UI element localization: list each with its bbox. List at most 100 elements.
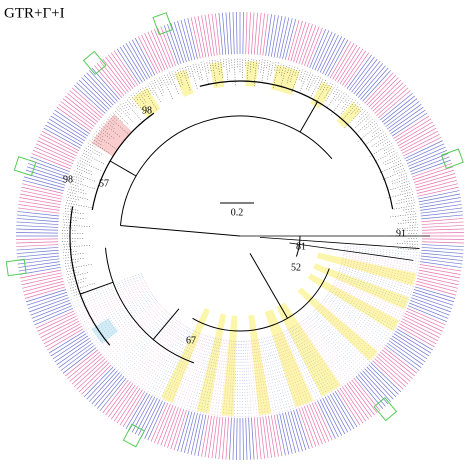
tip-label [366,74,397,106]
leader [159,330,194,400]
branch-tip [406,202,415,205]
leader [167,332,199,404]
tip-label [21,186,63,197]
branch-tip [70,282,96,292]
tip-label [34,146,74,165]
tip-label [421,214,464,220]
leader [283,331,316,402]
tip-label [355,376,384,409]
tip-label [58,342,93,368]
tip-label [25,169,67,183]
branch-tip [278,62,282,74]
tip-label [208,14,215,56]
branch-tip [382,154,399,164]
leader [189,336,211,411]
tip-label [383,98,418,125]
tip-label [22,179,64,192]
branch-tip [65,202,92,208]
tip-label [34,307,74,326]
tip-label [64,349,99,377]
branch-tip [383,147,395,155]
branch-tip [300,70,306,82]
tip-label [183,18,196,60]
branch-tip [158,77,164,86]
leader [252,340,264,417]
tip-label [381,349,416,377]
leader [191,337,213,412]
tip-label [108,54,134,89]
branch-tip [126,98,133,107]
leader [243,340,246,418]
tip-label [153,404,171,444]
branch-tip [253,58,258,87]
tip-label [270,415,279,457]
leader [308,315,359,375]
tip-label [45,325,83,348]
tip-label [128,41,151,79]
tip-label [48,118,86,142]
branch-tip [68,186,84,191]
tip-label [421,228,464,231]
tip-label [81,364,112,395]
tip-label [58,104,93,130]
branch [69,206,111,346]
branch-tip [391,178,409,185]
highlight [132,87,161,118]
tip-label [19,193,62,203]
tip-label [374,84,406,114]
leader [311,312,365,369]
tip-label [421,225,464,228]
tip-label [110,52,136,88]
leader [336,277,408,309]
highlight [91,114,133,157]
leader [79,284,148,322]
highlight [297,287,378,362]
leader [202,338,219,415]
tip-label [26,291,68,306]
tip-label [194,414,204,456]
tip-label [160,406,176,446]
tip-label [417,186,459,197]
branch-tip [206,61,210,74]
tip-label [16,244,59,247]
leader [144,325,186,392]
tip-label [201,415,210,457]
leader [248,340,255,418]
tip-label [222,417,227,460]
tip-label [304,26,320,66]
leader [338,272,411,301]
tip-label [134,37,156,76]
tip-label [37,313,76,332]
tip-label [94,65,123,98]
tip-label [419,200,462,208]
tip-label [24,286,66,299]
leader [304,318,352,380]
leader [154,328,192,397]
branch-tip [409,246,418,248]
branch-tip [334,90,343,101]
leader [319,304,379,355]
tip-label [419,197,461,206]
tip-label [421,252,464,258]
branch-tip [399,186,412,190]
tip-label [295,408,310,450]
tip-label [353,60,381,95]
branch-tip [406,210,417,213]
leader [338,271,412,298]
tip-label [47,121,84,144]
branch-tip [195,63,201,80]
leader [80,286,149,324]
tip-label [45,124,83,147]
tip-label [418,272,460,282]
branch [119,115,333,226]
branch-tip [66,196,80,201]
tip-label [416,179,458,192]
leader [293,326,333,393]
tip-label [282,18,293,60]
highlight [196,313,227,414]
branch-tip [397,248,418,251]
branch-tip [393,167,405,173]
tip-label [99,60,127,95]
tip-label [408,305,448,323]
leader [251,340,261,417]
